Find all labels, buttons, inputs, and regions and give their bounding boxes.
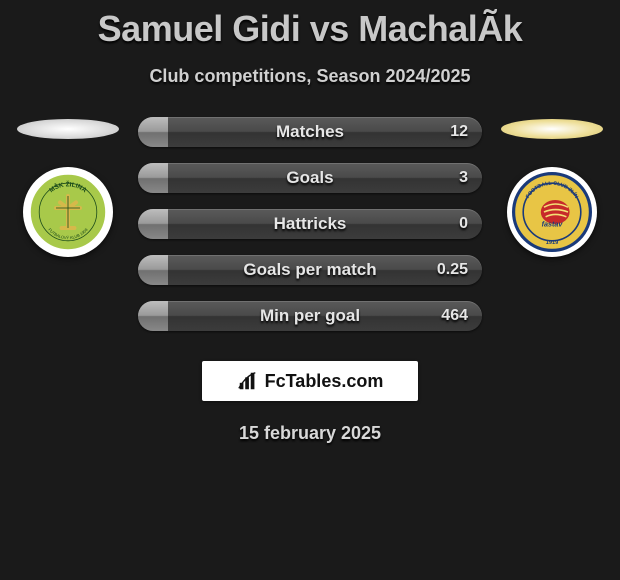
stat-row: Hattricks 0 — [138, 209, 482, 239]
stat-value: 0.25 — [437, 261, 468, 279]
svg-text:1919: 1919 — [546, 240, 558, 246]
comparison-body: MŠK ŽILINA FUTBALOVÝ KLUB 1908 Matches 12… — [0, 117, 620, 347]
stat-left-cap — [138, 255, 168, 285]
page-subtitle: Club competitions, Season 2024/2025 — [0, 66, 620, 87]
zilina-crest-icon: MŠK ŽILINA FUTBALOVÝ KLUB 1908 — [28, 172, 108, 252]
stats-column: Matches 12 Goals 3 Hattricks 0 Goals per match… — [128, 117, 492, 347]
right-team-crest: fastav FOOTBALL CLUB ZLÍN 1919 — [507, 167, 597, 257]
zlin-crest-icon: fastav FOOTBALL CLUB ZLÍN 1919 — [512, 172, 592, 252]
stat-label: Hattricks — [274, 214, 347, 234]
stat-label: Goals per match — [243, 260, 376, 280]
brand-text: FcTables.com — [265, 371, 384, 392]
stat-row: Min per goal 464 — [138, 301, 482, 331]
snapshot-date: 15 february 2025 — [0, 423, 620, 444]
stat-value: 3 — [459, 169, 468, 187]
stat-left-cap — [138, 163, 168, 193]
stat-label: Min per goal — [260, 306, 360, 326]
stat-left-cap — [138, 117, 168, 147]
stat-row: Matches 12 — [138, 117, 482, 147]
bar-chart-icon — [237, 370, 259, 392]
stat-label: Matches — [276, 122, 344, 142]
stat-value: 0 — [459, 215, 468, 233]
stat-label: Goals — [286, 168, 333, 188]
stat-left-cap — [138, 301, 168, 331]
stat-left-cap — [138, 209, 168, 239]
stat-row: Goals per match 0.25 — [138, 255, 482, 285]
svg-text:fastav: fastav — [542, 219, 564, 228]
page-title: Samuel Gidi vs MachalÃ­k — [0, 0, 620, 50]
left-player-oval — [17, 119, 119, 139]
left-player-column: MŠK ŽILINA FUTBALOVÝ KLUB 1908 — [8, 117, 128, 347]
stat-row: Goals 3 — [138, 163, 482, 193]
right-player-oval — [501, 119, 603, 139]
left-team-crest: MŠK ŽILINA FUTBALOVÝ KLUB 1908 — [23, 167, 113, 257]
stat-value: 12 — [450, 123, 468, 141]
brand-badge: FcTables.com — [202, 361, 418, 401]
stat-value: 464 — [441, 307, 468, 325]
right-player-column: fastav FOOTBALL CLUB ZLÍN 1919 — [492, 117, 612, 347]
